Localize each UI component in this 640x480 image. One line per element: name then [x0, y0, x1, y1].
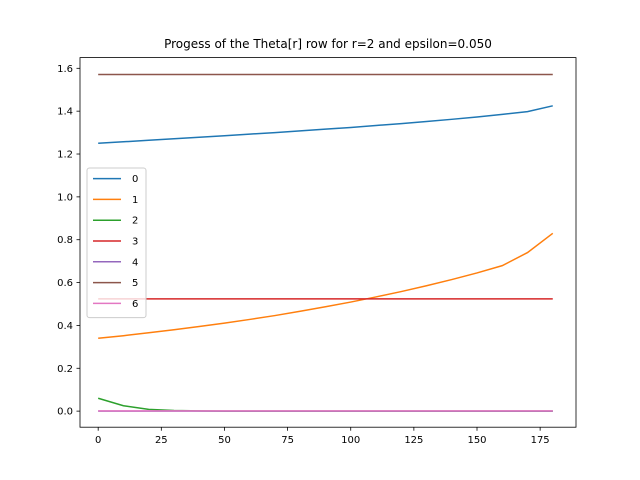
x-tick-label: 125: [404, 435, 423, 446]
legend-label-1: 1: [132, 195, 138, 206]
series-line-0: [98, 105, 553, 145]
x-tick-label: 75: [281, 435, 294, 446]
legend-label-3: 3: [132, 237, 138, 248]
series-line-2: [97, 397, 553, 412]
y-tick-label: 1.2: [57, 150, 73, 161]
legend-label-6: 6: [132, 299, 138, 310]
y-tick-label: 0.6: [57, 278, 73, 289]
y-tick-label: 1.4: [57, 107, 73, 118]
x-tick-label: 175: [531, 435, 550, 446]
y-tick-label: 1.6: [57, 64, 73, 75]
y-tick-label: 0.4: [57, 321, 73, 332]
legend-label-5: 5: [132, 278, 138, 289]
plot-area: [97, 73, 554, 412]
axes-frame: [79, 57, 577, 428]
legend-label-4: 4: [132, 257, 138, 268]
y-tick-label: 0.2: [57, 364, 73, 375]
x-tick-label: 25: [155, 435, 168, 446]
y-tick-label: 1.0: [57, 192, 73, 203]
chart-title: Progess of the Theta[r] row for r=2 and …: [164, 37, 492, 51]
x-tick-label: 100: [341, 435, 360, 446]
y-tick-label: 0.0: [57, 407, 73, 418]
legend-frame: [86, 167, 147, 319]
x-tick-label: 150: [467, 435, 486, 446]
legend-label-2: 2: [132, 216, 138, 227]
x-tick-label: 50: [218, 435, 231, 446]
legend-label-0: 0: [132, 174, 138, 185]
series-line-1: [98, 232, 554, 340]
x-axis: 0 25 50 75 100 125 150 175: [95, 427, 550, 446]
x-tick-label: 0: [95, 435, 101, 446]
y-axis: 0.0 0.2 0.4 0.6 0.8 1.0 1.2 1.4 1.6: [57, 64, 80, 418]
y-tick-label: 0.8: [57, 235, 73, 246]
legend: 0 1 2 3 4 5 6: [86, 167, 147, 319]
